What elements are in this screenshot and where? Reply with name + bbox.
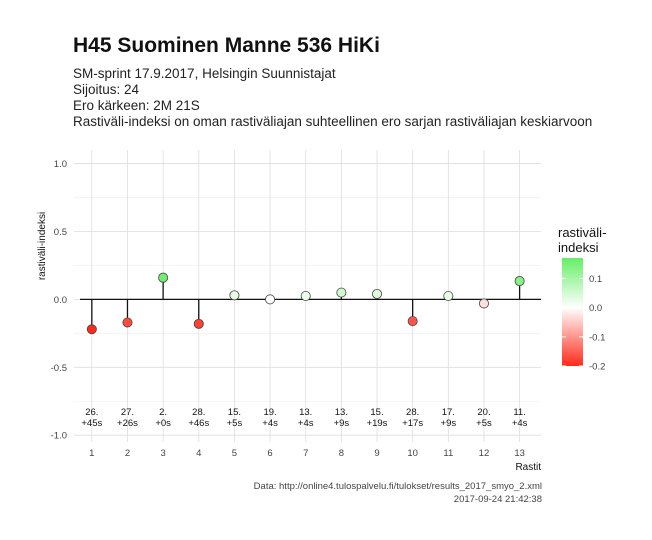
legend: rastiväli- indeksi 0.1 0.0 -0.1 -0.2 bbox=[558, 225, 606, 373]
y-tick-label: 0.5 bbox=[54, 227, 67, 238]
legend-title: rastiväli- bbox=[558, 225, 606, 240]
x-tick-label: 1 bbox=[89, 448, 94, 459]
x-tick-label: 10 bbox=[407, 448, 418, 459]
subtitle-line: Rastiväli-indeksi on oman rastiväliajan … bbox=[73, 114, 593, 129]
x-tick-label: 5 bbox=[232, 448, 237, 459]
point-annotation-diff: +5s bbox=[227, 418, 243, 429]
point-annotation-rank: 17. bbox=[442, 407, 455, 418]
y-tick-label: -0.5 bbox=[51, 363, 67, 374]
data-marks: 26.+45s27.+26s2.+0s28.+46s15.+5s19.+4s13… bbox=[81, 272, 528, 429]
data-point bbox=[122, 317, 133, 328]
data-point bbox=[443, 290, 454, 301]
point-annotation-diff: +46s bbox=[188, 418, 209, 429]
point-annotation-diff: +0s bbox=[155, 418, 171, 429]
data-source: Data: http://online4.tulospalvelu.fi/tul… bbox=[253, 481, 542, 492]
x-tick-label: 8 bbox=[339, 448, 344, 459]
point-annotation-diff: +9s bbox=[441, 418, 457, 429]
point-annotation-rank: 26. bbox=[85, 407, 98, 418]
x-tick-label: 4 bbox=[196, 448, 201, 459]
chart-subtitle: SM-sprint 17.9.2017, Helsingin Suunnista… bbox=[73, 66, 592, 130]
x-tick-label: 3 bbox=[160, 448, 165, 459]
subtitle-line: SM-sprint 17.9.2017, Helsingin Suunnista… bbox=[73, 66, 336, 81]
data-point bbox=[478, 298, 489, 309]
point-annotation-diff: +45s bbox=[81, 418, 102, 429]
legend-title: indeksi bbox=[558, 240, 599, 255]
chart-title: H45 Suominen Manne 536 HiKi bbox=[73, 34, 380, 57]
subtitle-line: Ero kärkeen: 2M 21S bbox=[73, 98, 200, 113]
point-annotation-rank: 19. bbox=[263, 407, 276, 418]
point-annotation-rank: 15. bbox=[228, 407, 241, 418]
data-point bbox=[514, 276, 525, 287]
x-tick-label: 6 bbox=[267, 448, 272, 459]
y-tick-label: -1.0 bbox=[51, 431, 67, 442]
x-tick-label: 11 bbox=[443, 448, 453, 459]
data-point bbox=[336, 287, 347, 298]
data-point bbox=[372, 288, 383, 299]
y-tick-label: 0.0 bbox=[54, 295, 67, 306]
data-point bbox=[300, 290, 311, 301]
legend-tick-label: -0.2 bbox=[589, 362, 605, 373]
x-tick-label: 7 bbox=[303, 448, 308, 459]
x-tick-label: 2 bbox=[125, 448, 130, 459]
point-annotation-rank: 13. bbox=[335, 407, 348, 418]
point-annotation-diff: +26s bbox=[117, 418, 138, 429]
subtitle-line: Sijoitus: 24 bbox=[73, 82, 140, 97]
point-annotation-rank: 11. bbox=[513, 407, 526, 418]
data-point bbox=[193, 318, 204, 329]
point-annotation-diff: +17s bbox=[402, 418, 423, 429]
data-point bbox=[407, 316, 418, 327]
point-annotation-rank: 20. bbox=[477, 407, 490, 418]
point-annotation-rank: 28. bbox=[406, 407, 419, 418]
x-tick-label: 13 bbox=[514, 448, 525, 459]
point-annotation-rank: 15. bbox=[370, 407, 383, 418]
point-annotation-diff: +5s bbox=[476, 418, 492, 429]
point-annotation-rank: 27. bbox=[121, 407, 134, 418]
x-tick-label: 12 bbox=[479, 448, 490, 459]
y-tick-label: 1.0 bbox=[54, 159, 67, 170]
data-point bbox=[86, 324, 97, 335]
legend-colorbar bbox=[562, 258, 583, 366]
point-annotation-diff: +4s bbox=[298, 418, 314, 429]
legend-tick-label: -0.1 bbox=[589, 332, 605, 343]
point-annotation-rank: 2. bbox=[159, 407, 167, 418]
data-point bbox=[158, 272, 169, 283]
point-annotation-rank: 13. bbox=[299, 407, 312, 418]
y-axis-title: rastiväli-indeksi bbox=[37, 212, 48, 280]
legend-tick-label: 0.1 bbox=[589, 274, 602, 285]
data-point bbox=[265, 294, 276, 305]
point-annotation-diff: +9s bbox=[334, 418, 350, 429]
x-axis-title: Rastit bbox=[515, 462, 541, 473]
data-point bbox=[229, 290, 240, 301]
point-annotation-diff: +4s bbox=[262, 418, 278, 429]
point-annotation-rank: 28. bbox=[192, 407, 205, 418]
axes: -1.0-0.50.00.51.01 2 3 4 5 6 7 8 9 10 11 12 13rastiv… bbox=[37, 159, 541, 473]
x-tick-label: 9 bbox=[374, 448, 379, 459]
timestamp: 2017-09-24 21:42:38 bbox=[453, 494, 542, 505]
point-annotation-diff: +4s bbox=[512, 418, 528, 429]
point-annotation-diff: +19s bbox=[367, 418, 388, 429]
legend-tick-label: 0.0 bbox=[589, 303, 602, 314]
